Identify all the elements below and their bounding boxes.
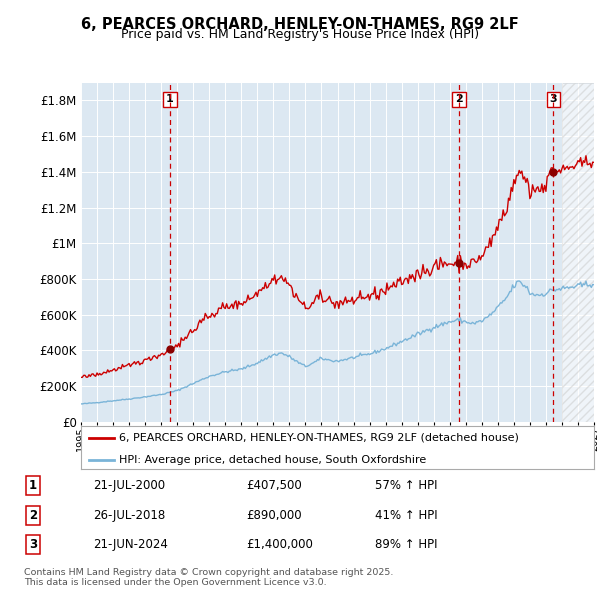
- Text: 3: 3: [29, 538, 37, 551]
- Text: 2: 2: [455, 94, 463, 104]
- Text: 21-JUL-2000: 21-JUL-2000: [93, 479, 165, 492]
- Text: 26-JUL-2018: 26-JUL-2018: [93, 509, 165, 522]
- Text: £407,500: £407,500: [246, 479, 302, 492]
- Text: £890,000: £890,000: [246, 509, 302, 522]
- Text: 6, PEARCES ORCHARD, HENLEY-ON-THAMES, RG9 2LF (detached house): 6, PEARCES ORCHARD, HENLEY-ON-THAMES, RG…: [119, 432, 520, 442]
- Text: 1: 1: [29, 479, 37, 492]
- Text: 2: 2: [29, 509, 37, 522]
- Text: Price paid vs. HM Land Registry's House Price Index (HPI): Price paid vs. HM Land Registry's House …: [121, 28, 479, 41]
- Text: 41% ↑ HPI: 41% ↑ HPI: [375, 509, 437, 522]
- Text: 89% ↑ HPI: 89% ↑ HPI: [375, 538, 437, 551]
- Text: 57% ↑ HPI: 57% ↑ HPI: [375, 479, 437, 492]
- Text: Contains HM Land Registry data © Crown copyright and database right 2025.
This d: Contains HM Land Registry data © Crown c…: [24, 568, 394, 587]
- Text: 1: 1: [166, 94, 174, 104]
- Text: 6, PEARCES ORCHARD, HENLEY-ON-THAMES, RG9 2LF: 6, PEARCES ORCHARD, HENLEY-ON-THAMES, RG…: [81, 17, 519, 31]
- Bar: [562, 83, 594, 422]
- Text: £1,400,000: £1,400,000: [246, 538, 313, 551]
- Text: HPI: Average price, detached house, South Oxfordshire: HPI: Average price, detached house, Sout…: [119, 454, 427, 464]
- Text: 21-JUN-2024: 21-JUN-2024: [93, 538, 168, 551]
- Text: 3: 3: [550, 94, 557, 104]
